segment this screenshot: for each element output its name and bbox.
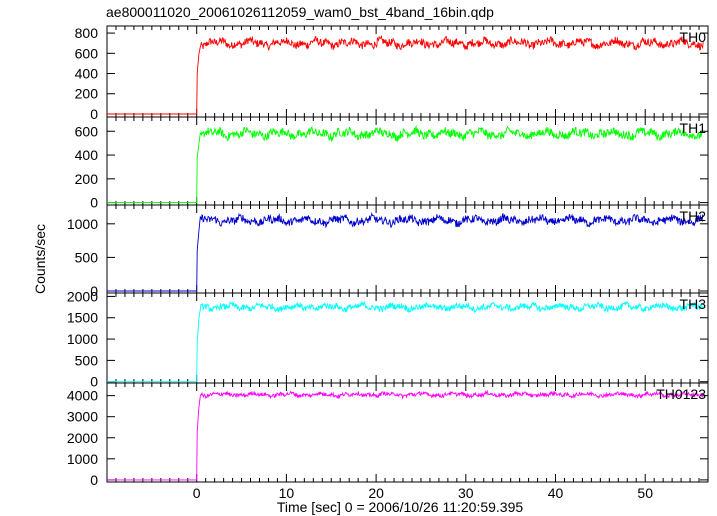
y-tick-label: 4000 bbox=[67, 388, 98, 404]
series-line-th3 bbox=[107, 300, 704, 383]
panel-th0123: 0 1000 2000 3000 4000 TH0123 0 10 20 30 40 50 bbox=[67, 382, 709, 501]
series-label: TH0123 bbox=[656, 386, 706, 402]
panel-frame bbox=[106, 382, 709, 483]
x-tick-label: 40 bbox=[548, 485, 564, 501]
y-tick-label: 3000 bbox=[67, 409, 98, 425]
x-tick-label: 10 bbox=[279, 485, 295, 501]
y-tick-label: 600 bbox=[75, 45, 99, 61]
y-tick-label: 0 bbox=[90, 195, 98, 211]
y-tick-label: 0 bbox=[90, 374, 98, 390]
y-axis-label: Counts/sec bbox=[32, 224, 48, 294]
y-tick-label: 1000 bbox=[67, 451, 98, 467]
series-label: TH3 bbox=[680, 296, 707, 312]
panel-th1: 0 200 400 600 TH1 bbox=[75, 116, 709, 211]
series-label: TH0 bbox=[680, 29, 707, 45]
x-tick-label: 20 bbox=[368, 485, 384, 501]
series-line-th1 bbox=[107, 124, 704, 204]
x-tick-label: 50 bbox=[637, 485, 653, 501]
series-line-th0123 bbox=[107, 389, 704, 481]
x-tick-label: 30 bbox=[458, 485, 474, 501]
series-line-th2 bbox=[107, 212, 704, 292]
y-tick-label: 200 bbox=[75, 171, 99, 187]
y-tick-label: 1000 bbox=[67, 331, 98, 347]
y-tick-label: 1500 bbox=[67, 310, 98, 326]
y-tick-label: 1000 bbox=[67, 216, 98, 232]
y-tick-label: 2000 bbox=[67, 430, 98, 446]
chart-title: ae800011020_20061026112059_wam0_bst_4ban… bbox=[106, 4, 494, 20]
panel-th0: 0 200 400 600 800 TH0 bbox=[75, 25, 709, 122]
y-tick-label: 0 bbox=[90, 106, 98, 122]
series-line-th0 bbox=[107, 35, 704, 115]
x-tick-label: 0 bbox=[193, 485, 201, 501]
y-tick-label: 600 bbox=[75, 123, 99, 139]
y-tick-label: 200 bbox=[75, 86, 99, 102]
series-label: TH2 bbox=[680, 208, 707, 224]
y-tick-label: 0 bbox=[90, 283, 98, 299]
panel-th2: 0 500 1000 TH2 bbox=[67, 204, 709, 299]
panel-th3: 0 500 1000 1500 2000 TH3 bbox=[67, 288, 709, 390]
y-tick-label: 400 bbox=[75, 147, 99, 163]
y-tick-label: 0 bbox=[90, 472, 98, 488]
y-tick-label: 400 bbox=[75, 66, 99, 82]
y-tick-label: 500 bbox=[75, 352, 99, 368]
series-label: TH1 bbox=[680, 120, 707, 136]
x-axis-label: Time [sec] 0 = 2006/10/26 11:20:59.395 bbox=[277, 499, 524, 515]
y-tick-label: 800 bbox=[75, 25, 99, 41]
y-tick-label: 500 bbox=[75, 249, 99, 265]
y-tick-label: 2000 bbox=[67, 288, 98, 304]
